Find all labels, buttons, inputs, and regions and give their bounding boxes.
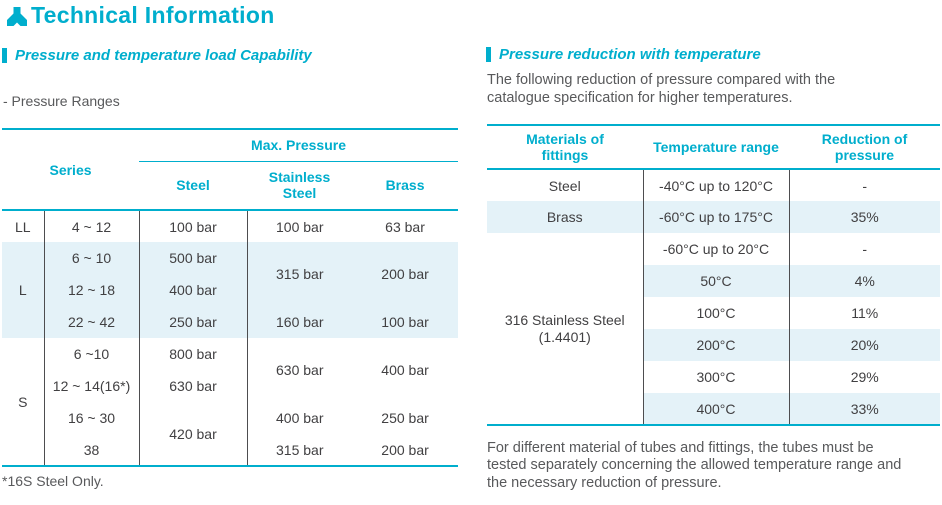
- table-row: 300°C 29%: [487, 361, 940, 393]
- cell-size: 12 ~ 18: [44, 274, 140, 306]
- table-row-l: 12 ~ 18 400 bar: [2, 274, 458, 306]
- cell-series-l: L: [2, 242, 45, 338]
- cell-brass: 100 bar: [352, 306, 459, 338]
- table-row-s: S 6 ~10 800 bar 630 bar 400 bar: [2, 338, 458, 466]
- cell-temperature: 100°C: [643, 297, 790, 329]
- right-section-heading: Pressure reduction with temperature: [486, 46, 761, 63]
- cell-size: 6 ~ 10: [44, 242, 140, 274]
- note-paragraph: For different material of tubes and fitt…: [487, 440, 902, 491]
- cell-material: Brass: [487, 201, 644, 233]
- brass-column-header: Brass: [385, 177, 425, 194]
- cell-steel: 800 bar: [139, 338, 248, 370]
- cell-steel: 500 bar: [139, 242, 248, 274]
- steel-column-header: Steel: [176, 177, 210, 194]
- table-row: 316 Stainless Steel (1.4401) -60°C up to…: [487, 233, 940, 425]
- cell-temperature: 50°C: [643, 265, 790, 297]
- table-header-row: Steel Stainless Steel Brass: [2, 161, 458, 210]
- cell-temperature: 200°C: [643, 329, 790, 361]
- cell-reduction: -: [862, 177, 868, 194]
- cell-steel: 250 bar: [139, 306, 248, 338]
- cell-brass: 200 bar: [381, 441, 429, 458]
- cell-reduction: -: [862, 241, 868, 257]
- cell-temperature: 300°C: [643, 361, 790, 393]
- cell-reduction: 29%: [850, 369, 879, 385]
- cell-size: 22 ~ 42: [44, 306, 140, 338]
- series-column-header: Series: [49, 161, 92, 178]
- table-row: 50°C 4%: [487, 265, 940, 297]
- cell-steel: 630 bar: [139, 370, 248, 402]
- cell-temperature: -40°C up to 120°C: [643, 169, 790, 201]
- heading-marker-bar: [486, 47, 491, 62]
- cell-material-316-stainless: 316 Stainless Steel (1.4401): [487, 233, 644, 425]
- table-row-l: L 6 ~ 10 500 bar 315 bar 200 bar: [2, 242, 459, 338]
- cell-series-s: S: [2, 338, 45, 466]
- table-row: Steel -40°C up to 120°C -: [487, 169, 940, 201]
- cell-size: 4 ~ 12: [44, 210, 140, 242]
- pressure-reduction-table-header: Materials of fittings Temperature range …: [487, 125, 940, 169]
- pressure-ranges-table-header: Series Max. Pressure Steel Stainless Ste…: [2, 129, 459, 210]
- table-header-row: Materials of fittings Temperature range …: [487, 125, 940, 169]
- table-row: 100°C 11%: [487, 297, 940, 329]
- cell-series-ll: LL: [2, 210, 45, 242]
- cell-size: 38: [44, 434, 140, 466]
- left-section-title: Pressure and temperature load Capability: [15, 47, 312, 64]
- max-pressure-header: Max. Pressure: [139, 129, 459, 162]
- temperature-column-header: Temperature range: [653, 139, 779, 155]
- pressure-reduction-table: Materials of fittings Temperature range …: [487, 124, 940, 426]
- table-row-s: 12 ~ 14(16*) 630 bar: [2, 370, 458, 402]
- cell-brass: 400 bar: [381, 362, 429, 378]
- intro-paragraph: The following reduction of pressure comp…: [487, 72, 836, 106]
- cell-brass: 200 bar: [352, 242, 459, 306]
- reduction-column-header: Reduction of pressure: [821, 130, 908, 163]
- cell-steel: 400 bar: [139, 274, 248, 306]
- cell-size: 12 ~ 14(16*): [44, 370, 140, 402]
- cell-steel: 420 bar: [139, 402, 248, 466]
- left-section-heading: Pressure and temperature load Capability: [2, 47, 312, 64]
- pressure-ranges-label: - Pressure Ranges: [3, 93, 120, 109]
- cell-stainless: 315 bar: [276, 441, 324, 458]
- cell-brass: 250 bar: [381, 410, 429, 426]
- table-row-s: 38 315 bar 200 bar: [2, 434, 458, 466]
- cell-size: 16 ~ 30: [44, 402, 140, 434]
- cell-reduction: 11%: [851, 305, 879, 321]
- cell-temperature: -60°C up to 20°C: [643, 233, 790, 265]
- cell-reduction: 35%: [789, 201, 940, 233]
- cell-stainless: 400 bar: [276, 410, 324, 426]
- cell-brass: 63 bar: [385, 218, 425, 235]
- cell-stainless: 160 bar: [247, 306, 353, 338]
- table-row: Brass -60°C up to 175°C 35%: [487, 201, 940, 233]
- table-row: 400°C 33%: [487, 393, 940, 425]
- cell-reduction: 4%: [789, 265, 940, 297]
- table-header-row: Series Max. Pressure: [2, 129, 459, 178]
- cell-material: Steel: [487, 169, 644, 201]
- cell-stainless: 315 bar: [247, 242, 353, 306]
- cell-temperature: 400°C: [643, 393, 790, 425]
- cell-size: 6 ~10: [44, 338, 140, 370]
- stainless-steel-column-header: Stainless Steel: [268, 169, 331, 202]
- table-footnote: *16S Steel Only.: [2, 473, 104, 489]
- cell-steel: 100 bar: [139, 210, 248, 242]
- table-row-ll: LL 4 ~ 12 100 bar 100 bar 63 bar: [2, 210, 458, 242]
- right-section-title: Pressure reduction with temperature: [499, 46, 761, 63]
- cell-temperature: -60°C up to 175°C: [643, 201, 790, 233]
- page-title: Technical Information: [31, 2, 275, 28]
- table-row-l: 22 ~ 42 250 bar 160 bar 100 bar: [2, 306, 459, 338]
- fitting-logo-icon: [7, 7, 27, 26]
- cell-stainless: 100 bar: [276, 218, 324, 235]
- cell-reduction: 20%: [789, 329, 940, 361]
- table-row: 200°C 20%: [487, 329, 940, 361]
- heading-marker-bar: [2, 48, 7, 63]
- materials-column-header: Materials of fittings: [526, 130, 604, 163]
- cell-stainless: 630 bar: [276, 362, 324, 378]
- pressure-ranges-table: Series Max. Pressure Steel Stainless Ste…: [2, 128, 459, 467]
- table-row-s: 16 ~ 30 420 bar 400 bar 250 bar: [2, 402, 458, 466]
- cell-reduction: 33%: [789, 393, 940, 425]
